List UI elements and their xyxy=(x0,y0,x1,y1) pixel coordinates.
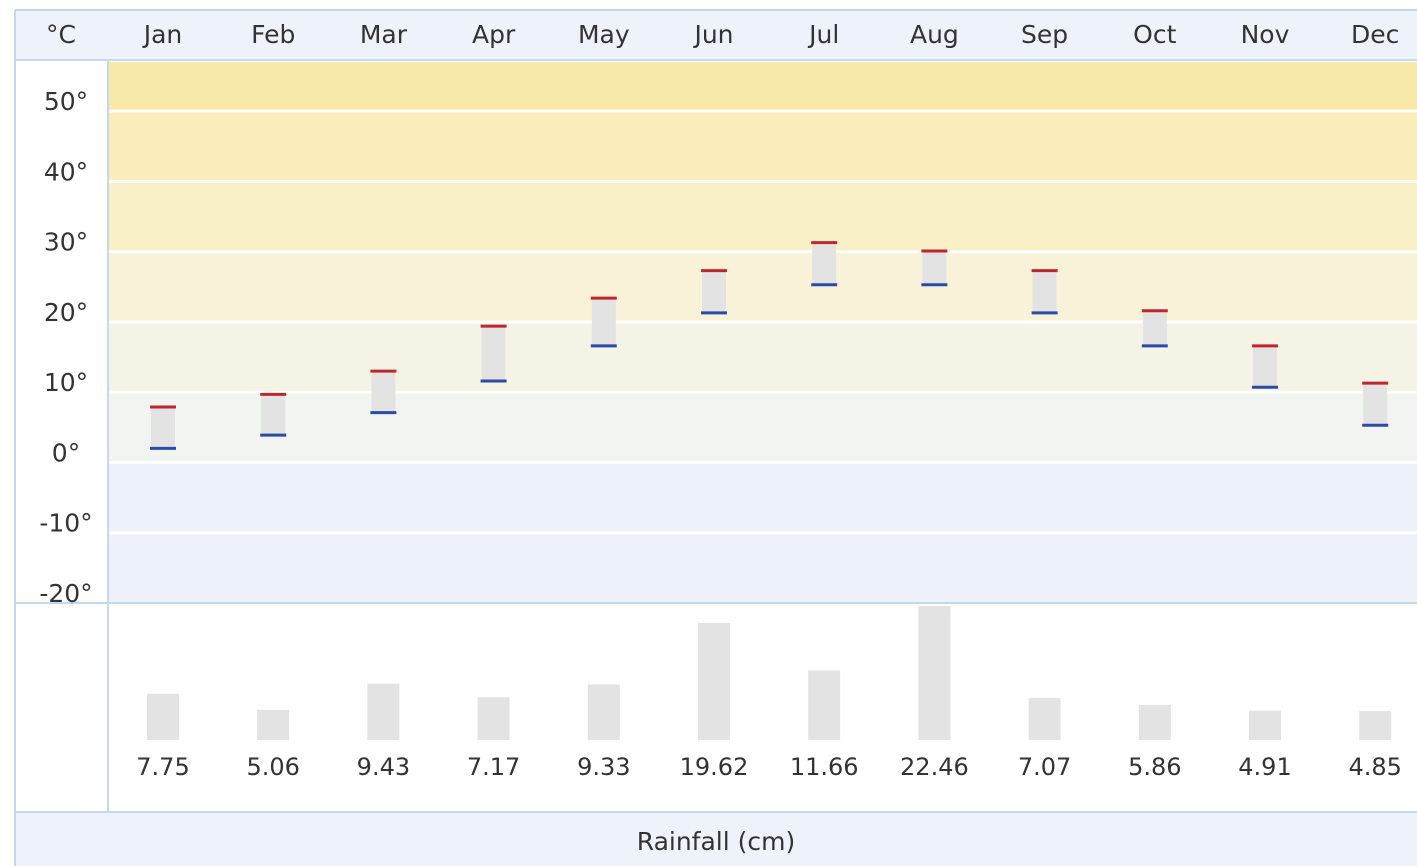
rain-bar xyxy=(1028,697,1061,740)
rain-bar xyxy=(1249,710,1281,740)
temp-range xyxy=(702,270,726,313)
temp-range xyxy=(481,326,506,381)
x-tick-label: Mar xyxy=(360,20,408,49)
y-tick-label: 30° xyxy=(44,228,88,257)
x-tick-label: May xyxy=(578,20,630,49)
rain-label: 9.43 xyxy=(357,753,410,781)
temp-range xyxy=(1363,383,1388,426)
header-bg xyxy=(15,10,1417,60)
x-tick-label: Jan xyxy=(142,20,183,49)
rainfall-label: Rainfall (cm) xyxy=(637,827,796,856)
unit-label: °C xyxy=(46,20,76,49)
temp-range xyxy=(591,298,616,346)
x-tick-label: Feb xyxy=(251,20,295,49)
band xyxy=(109,532,1417,603)
y-tick-label: 10° xyxy=(44,368,88,397)
rain-label: 22.46 xyxy=(900,753,969,781)
temp-range xyxy=(922,250,947,285)
rain-bar xyxy=(918,606,951,740)
temperature-bands xyxy=(109,62,1417,603)
rain-bar xyxy=(698,622,730,740)
temp-range xyxy=(261,394,286,436)
rain-label: 4.85 xyxy=(1348,753,1401,781)
rain-label: 7.17 xyxy=(467,753,520,781)
rain-label: 5.06 xyxy=(246,753,299,781)
x-tick-label: Aug xyxy=(910,20,959,49)
y-tick-label: 0° xyxy=(52,438,80,467)
rain-bar xyxy=(257,709,290,740)
rain-bar xyxy=(587,684,620,740)
temp-range xyxy=(1253,345,1277,388)
band xyxy=(109,321,1417,393)
x-tick-label: Jun xyxy=(692,20,733,49)
rain-bar xyxy=(477,697,510,740)
rain-bar xyxy=(367,683,400,740)
y-tick-label: 40° xyxy=(44,157,88,186)
band xyxy=(109,62,1417,112)
band xyxy=(109,181,1417,252)
rain-bar xyxy=(147,693,179,740)
temp-range xyxy=(812,242,837,285)
band xyxy=(109,111,1417,182)
rain-bar xyxy=(1138,705,1171,740)
rain-bar xyxy=(1359,711,1392,740)
band xyxy=(109,462,1417,533)
rain-label: 7.07 xyxy=(1018,753,1071,781)
x-tick-label: Dec xyxy=(1351,20,1399,49)
rain-label: 5.86 xyxy=(1128,753,1181,781)
x-tick-label: Jul xyxy=(807,20,839,49)
rain-bar xyxy=(808,670,841,740)
x-tick-label: Sep xyxy=(1021,20,1068,49)
temp-range xyxy=(1142,310,1167,346)
x-tick-label: Oct xyxy=(1133,20,1176,49)
x-tick-label: Apr xyxy=(472,20,516,49)
rain-label: 19.62 xyxy=(680,753,749,781)
rain-label: 9.33 xyxy=(577,753,630,781)
temp-range xyxy=(1032,270,1057,313)
x-tick-label: Nov xyxy=(1241,20,1290,49)
y-tick-label: -20° xyxy=(39,579,92,608)
band xyxy=(109,392,1417,463)
footer-bg xyxy=(15,812,1417,866)
band xyxy=(109,251,1417,322)
y-tick-label: 50° xyxy=(44,87,88,116)
rain-label: 7.75 xyxy=(136,753,189,781)
y-tick-label: -10° xyxy=(39,509,92,538)
y-tick-label: 20° xyxy=(44,298,88,327)
rain-label: 4.91 xyxy=(1238,753,1291,781)
rain-label: 11.66 xyxy=(790,753,859,781)
temp-range xyxy=(151,406,175,449)
temp-range xyxy=(371,371,396,413)
